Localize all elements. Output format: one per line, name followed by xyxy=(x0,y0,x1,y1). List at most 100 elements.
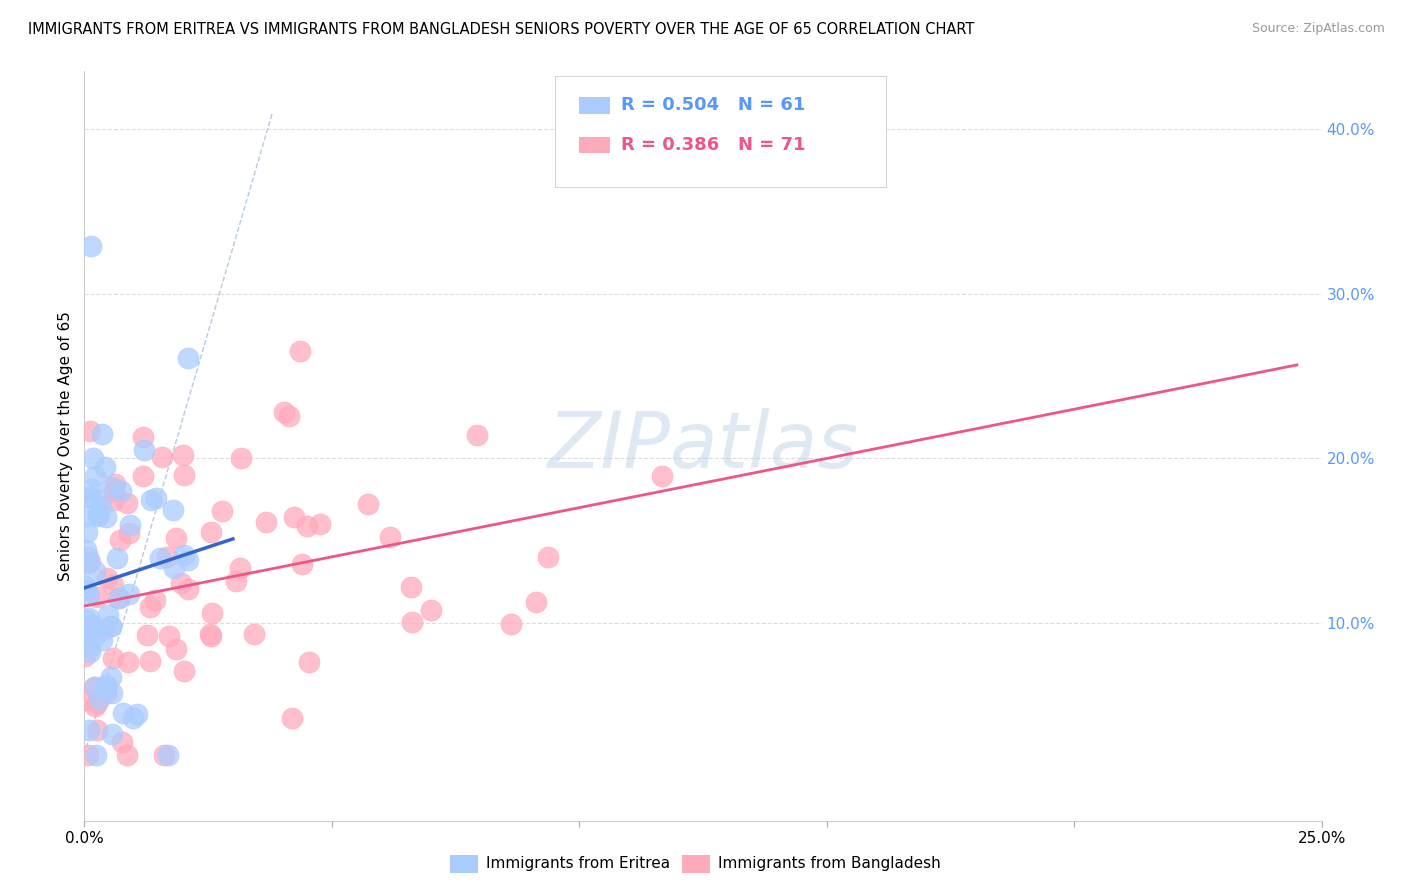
Point xyxy=(225,574,247,588)
Point xyxy=(162,503,184,517)
Point xyxy=(290,343,312,358)
Point xyxy=(117,656,139,670)
Point xyxy=(101,578,124,592)
Point xyxy=(201,606,224,620)
Point xyxy=(172,448,194,462)
Point xyxy=(281,711,304,725)
Point xyxy=(273,405,295,419)
Point xyxy=(122,711,145,725)
Point xyxy=(83,564,105,578)
Point xyxy=(100,480,122,494)
Point xyxy=(91,426,114,441)
Point xyxy=(80,239,103,253)
Point xyxy=(150,450,173,464)
Point xyxy=(79,424,101,438)
Point xyxy=(127,707,149,722)
Point xyxy=(298,656,321,670)
Point xyxy=(103,483,125,498)
Point xyxy=(173,549,195,563)
Point xyxy=(83,699,105,714)
Point xyxy=(107,591,129,606)
Point xyxy=(80,482,103,496)
Point xyxy=(138,654,160,668)
Point xyxy=(135,628,157,642)
Point xyxy=(79,640,101,654)
Point xyxy=(86,696,108,710)
Point xyxy=(75,508,97,523)
Point xyxy=(86,590,108,604)
Point xyxy=(141,492,163,507)
Point xyxy=(211,504,233,518)
Point xyxy=(537,549,560,564)
Point xyxy=(87,691,110,706)
Point xyxy=(501,616,523,631)
Point xyxy=(79,588,101,602)
Point xyxy=(231,451,253,466)
Point xyxy=(87,507,110,521)
Point xyxy=(401,615,423,630)
Point xyxy=(77,747,100,762)
Point xyxy=(111,735,134,749)
Point xyxy=(110,533,132,547)
Point xyxy=(117,747,139,762)
Text: Immigrants from Eritrea: Immigrants from Eritrea xyxy=(486,856,671,871)
Point xyxy=(83,681,105,695)
Point xyxy=(76,524,98,539)
Point xyxy=(84,469,107,483)
Point xyxy=(101,727,124,741)
Point xyxy=(100,619,122,633)
Point xyxy=(118,587,141,601)
Point xyxy=(80,618,103,632)
Point xyxy=(170,575,193,590)
Point xyxy=(75,579,97,593)
Point xyxy=(356,497,378,511)
Text: R = 0.504   N = 61: R = 0.504 N = 61 xyxy=(621,96,806,114)
Point xyxy=(75,583,97,598)
Point xyxy=(254,516,277,530)
Point xyxy=(277,409,299,423)
Point xyxy=(73,629,96,643)
Point xyxy=(75,543,97,558)
Point xyxy=(104,476,127,491)
Point xyxy=(651,468,673,483)
Point xyxy=(165,641,187,656)
Point xyxy=(118,525,141,540)
Point xyxy=(309,517,332,532)
Point xyxy=(79,555,101,569)
Point xyxy=(90,499,112,513)
Point xyxy=(465,427,488,442)
Text: Source: ZipAtlas.com: Source: ZipAtlas.com xyxy=(1251,22,1385,36)
Point xyxy=(96,678,118,692)
Point xyxy=(110,484,132,499)
Point xyxy=(79,723,101,737)
Point xyxy=(165,531,187,545)
Point xyxy=(419,603,441,617)
Point xyxy=(149,550,172,565)
Point xyxy=(163,561,186,575)
Point xyxy=(132,469,155,483)
Point xyxy=(283,510,305,524)
Point xyxy=(94,686,117,700)
Point xyxy=(97,607,120,622)
Point xyxy=(177,351,200,365)
Point xyxy=(86,723,108,738)
Point xyxy=(96,510,118,524)
Point xyxy=(75,648,97,663)
Point xyxy=(173,467,195,482)
Point xyxy=(103,492,125,507)
Point xyxy=(132,443,155,458)
Point xyxy=(79,645,101,659)
Point xyxy=(139,599,162,614)
Point xyxy=(101,651,124,665)
Point xyxy=(200,524,222,539)
Point xyxy=(100,671,122,685)
Point xyxy=(200,629,222,643)
Point xyxy=(84,680,107,694)
Text: IMMIGRANTS FROM ERITREA VS IMMIGRANTS FROM BANGLADESH SENIORS POVERTY OVER THE A: IMMIGRANTS FROM ERITREA VS IMMIGRANTS FR… xyxy=(28,22,974,37)
Point xyxy=(229,560,252,574)
Point xyxy=(157,629,180,643)
Point xyxy=(143,593,166,607)
Point xyxy=(153,747,176,762)
Point xyxy=(378,530,401,544)
Point xyxy=(107,591,129,605)
